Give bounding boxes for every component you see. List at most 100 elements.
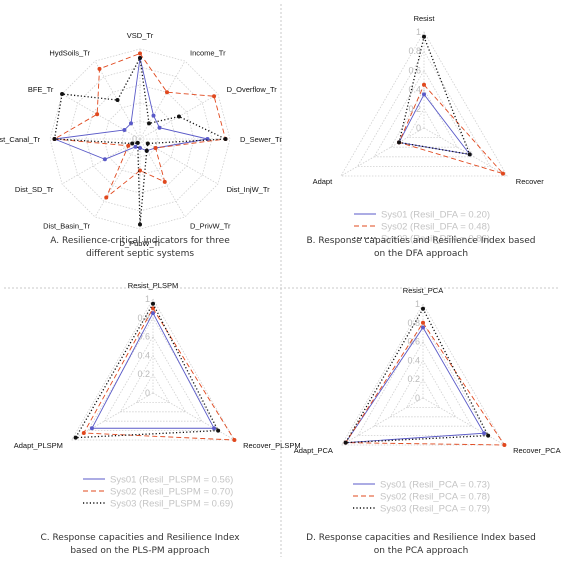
series-point: [97, 66, 102, 71]
series-point: [502, 443, 507, 447]
series-point: [138, 146, 142, 150]
tick-label: 0.6: [137, 332, 150, 342]
series-line: [344, 326, 485, 444]
series-point: [422, 34, 426, 39]
axis-spoke: [422, 397, 505, 446]
caption-a-line2: different septic systems: [86, 249, 194, 259]
caption-c-line2: based on the PLS-PM approach: [70, 546, 209, 556]
grid-ring: [87, 316, 219, 432]
series-point: [421, 325, 425, 330]
series-line: [398, 34, 471, 156]
legend-entry: Sys02 (Resil_PCA = 0.78): [380, 492, 490, 503]
grid-ring: [390, 88, 458, 148]
series-point: [212, 426, 217, 431]
axis-label: Adapt_PCA: [294, 446, 333, 455]
series-point: [104, 195, 109, 200]
series-line: [83, 307, 236, 441]
legend-entry: Sys01 (Resil_PLSPM = 0.56): [110, 475, 233, 486]
series-point: [343, 440, 348, 445]
tick-label: 0.8: [407, 318, 420, 328]
series-point: [151, 301, 155, 306]
axis-spoke: [139, 138, 219, 185]
grid-ring: [406, 378, 440, 408]
series-line: [398, 93, 471, 156]
axis-label: Resist_PLSPM: [128, 281, 178, 290]
series-point: [467, 152, 472, 157]
series-point: [145, 141, 150, 146]
series-point: [397, 140, 402, 145]
series-line: [91, 312, 215, 429]
caption-d-line2: on the PCA approach: [374, 546, 469, 556]
grid-ring: [373, 340, 473, 427]
tick-label: 0: [132, 134, 137, 144]
series-point: [130, 141, 135, 146]
series-point: [73, 435, 78, 440]
axis-spoke: [94, 138, 141, 218]
series-point: [138, 168, 142, 173]
grid-ring: [136, 373, 170, 403]
grid-ring: [340, 303, 506, 446]
axis-label: Adapt_PLSPM: [14, 441, 63, 450]
series-point: [129, 121, 133, 126]
grid-ring: [357, 321, 489, 437]
series-point: [89, 426, 94, 431]
grid-ring: [356, 50, 492, 167]
legend-entry: Sys03 (Resil_DFA = 0.86): [381, 234, 490, 245]
caption-b-line1: B. Response capacities and Resilience In…: [307, 236, 536, 246]
series-point: [421, 320, 425, 325]
series-point: [422, 82, 426, 87]
grid-ring: [119, 354, 187, 413]
series-point: [482, 431, 487, 436]
caption-a-line1: A. Resilience-critical indicators for th…: [50, 236, 230, 246]
series-point: [102, 157, 107, 162]
grid-ring: [70, 298, 236, 441]
panel-d: 00.20.40.60.81Resist_PCARecover_PCAAdapt…: [294, 286, 561, 515]
panel-a: 0 VSD_Tr Income_Tr D_Overflow_Tr D_Sewer_Tr D…: [0, 31, 282, 248]
series-point: [126, 143, 131, 148]
series-point: [151, 113, 156, 118]
series-point: [133, 144, 138, 149]
tick-label: 0.4: [137, 350, 150, 360]
tick-label: 0.2: [137, 369, 150, 379]
series-point: [138, 56, 142, 60]
series-point: [157, 125, 162, 130]
series-point: [60, 92, 65, 96]
series-point: [232, 438, 237, 442]
series-point: [138, 222, 142, 227]
tick-label: 1: [145, 294, 150, 304]
series-point: [135, 140, 140, 145]
tick-label: 0.8: [408, 46, 421, 56]
axis-label: Dist_SD_Tr: [15, 185, 54, 194]
series-point: [205, 137, 210, 141]
grid-ring: [389, 359, 457, 418]
tick-label: 0: [145, 388, 150, 398]
axis-spoke: [423, 127, 508, 177]
series-point: [52, 137, 57, 141]
grid-ring: [373, 69, 475, 158]
panel-b: 0 0.2 0.4 0.6 0.8 1 Resist Recover Adapt Sys01 (R…: [313, 14, 545, 245]
axis-label: Resist_PCA: [403, 286, 443, 295]
axis-label: Dist_Canal_Tr: [0, 135, 41, 144]
series-point: [138, 51, 142, 56]
series-point: [212, 94, 217, 99]
grid-ring: [103, 335, 203, 422]
grid-ring: [340, 31, 508, 177]
series-point: [165, 90, 169, 95]
series-point: [147, 121, 151, 126]
series-point: [216, 428, 221, 433]
axis-label: D_PrivW_Tr: [190, 222, 231, 231]
caption-b-line2: on the DFA approach: [374, 249, 468, 259]
series-point: [421, 306, 425, 311]
series-point: [81, 430, 86, 435]
legend-entry: Sys03 (Resil_PCA = 0.79): [380, 504, 490, 515]
series-point: [144, 148, 149, 153]
panel-c: 0 0.2 0.4 0.6 0.8 1 Resist_PLSPM Recover_PLSPM A…: [14, 281, 301, 510]
series-point: [176, 114, 181, 119]
tick-label: 0.2: [407, 374, 420, 384]
legend-entry: Sys02 (Resil_PLSPM = 0.70): [110, 487, 233, 498]
series-point: [500, 171, 505, 176]
legend-entry: Sys03 (Resil_PLSPM = 0.69): [110, 499, 233, 510]
caption-d-line1: D. Response capacities and Resilience In…: [306, 533, 536, 543]
caption-c-line1: C. Response capacities and Resilience In…: [40, 533, 240, 543]
series-point: [223, 137, 228, 141]
